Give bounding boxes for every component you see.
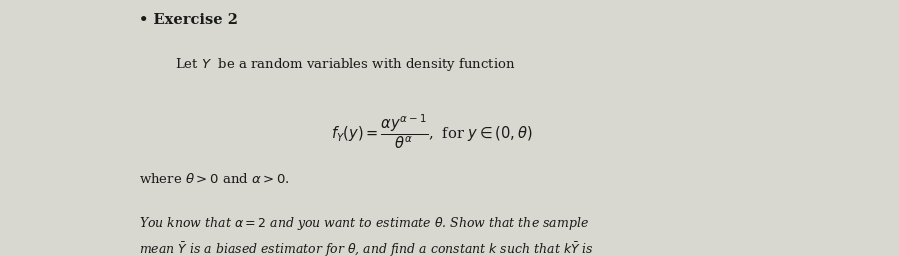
Text: • Exercise 2: • Exercise 2 [139, 13, 238, 27]
Text: You know that $\alpha = 2$ and you want to estimate $\theta$. Show that the samp: You know that $\alpha = 2$ and you want … [139, 215, 589, 232]
Text: Let $Y$  be a random variables with density function: Let $Y$ be a random variables with densi… [175, 56, 516, 73]
Text: where $\theta > 0$ and $\alpha > 0$.: where $\theta > 0$ and $\alpha > 0$. [139, 172, 290, 186]
Text: mean $\bar{Y}$ is a biased estimator for $\theta$, and find a constant $k$ such : mean $\bar{Y}$ is a biased estimator for… [139, 241, 594, 256]
Text: $f_Y(y) = \dfrac{\alpha y^{\alpha-1}}{\theta^{\alpha}}$,  for $y \in (0, \theta): $f_Y(y) = \dfrac{\alpha y^{\alpha-1}}{\t… [331, 113, 532, 152]
